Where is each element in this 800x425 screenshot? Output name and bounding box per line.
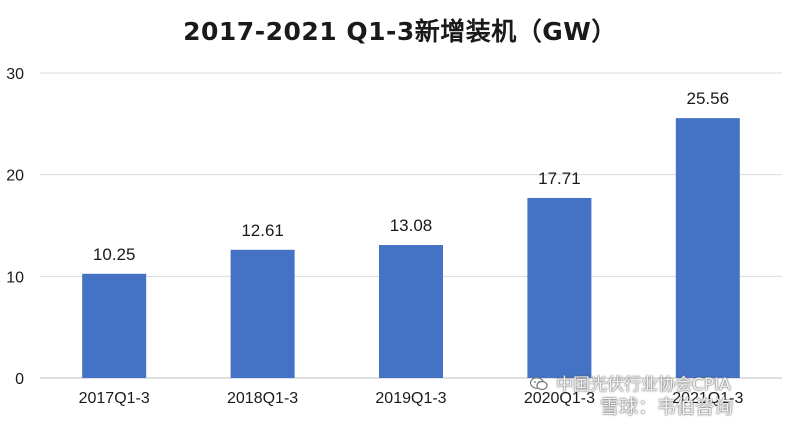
watermark-line1: 中国光伏行业协会CPIA	[556, 375, 731, 395]
x-tick-label: 2017Q1-3	[79, 390, 150, 407]
y-tick-label: 30	[6, 66, 24, 83]
data-label: 12.61	[241, 221, 284, 240]
bar	[527, 197, 592, 378]
watermark-author: 雪球：韦伯咨询	[600, 396, 734, 418]
bar	[82, 273, 147, 378]
y-tick-label: 0	[15, 371, 24, 388]
data-label: 10.25	[93, 245, 136, 264]
x-tick-label: 2019Q1-3	[375, 390, 446, 407]
data-label: 17.71	[538, 169, 581, 188]
data-label: 25.56	[687, 89, 730, 108]
x-tick-label: 2021Q1-3	[672, 390, 743, 407]
y-tick-label: 10	[6, 269, 24, 286]
chart-title: 2017-2021 Q1-3新增装机（GW）	[183, 17, 617, 46]
bar	[379, 245, 443, 378]
data-label: 13.08	[390, 216, 433, 235]
bar	[230, 249, 295, 378]
x-tick-label: 2018Q1-3	[227, 390, 298, 407]
y-tick-label: 20	[6, 168, 24, 185]
bar	[675, 118, 740, 378]
x-tick-label: 2020Q1-3	[524, 390, 595, 407]
wechat-icon	[530, 377, 548, 391]
watermark-source: 中国光伏行业协会CPIA	[530, 370, 731, 395]
